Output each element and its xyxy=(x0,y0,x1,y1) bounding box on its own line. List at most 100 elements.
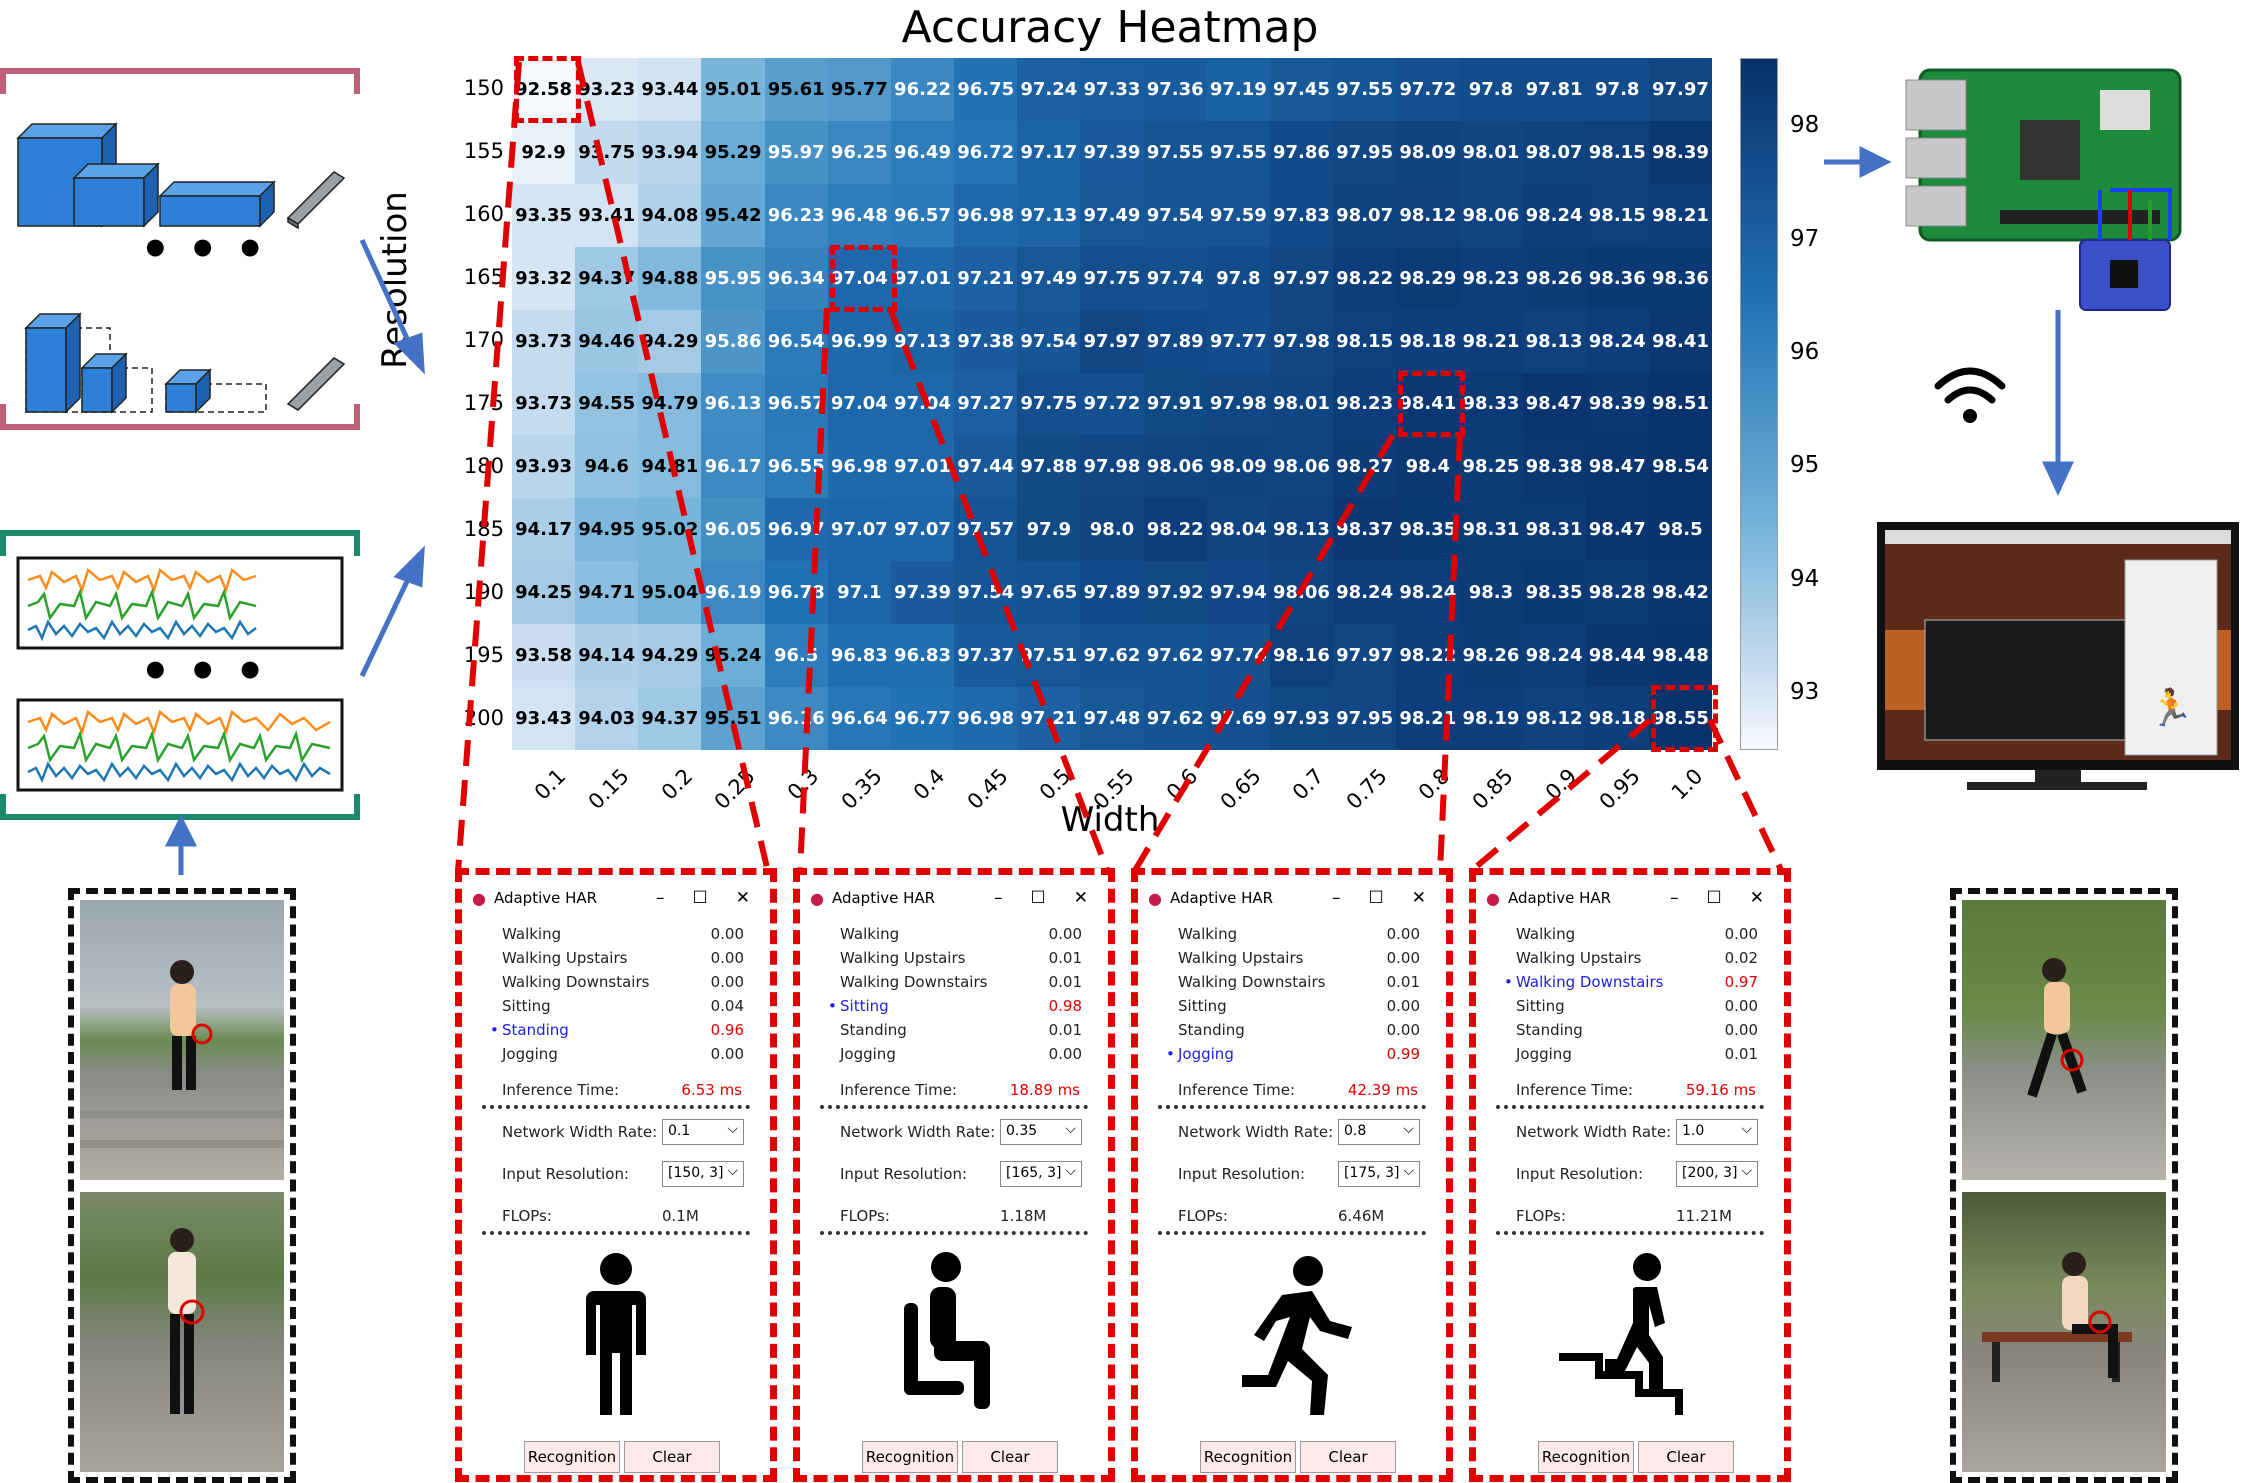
activity-label: Standing xyxy=(840,1021,907,1039)
heatmap-cell: 94.71 xyxy=(575,561,639,625)
input-resolution-select[interactable]: [200, 3] xyxy=(1676,1161,1758,1187)
photo-standing xyxy=(80,1192,284,1472)
heatmap-cell: 96.5 xyxy=(764,624,828,688)
standing-person-icon xyxy=(462,1249,770,1429)
width-rate-select[interactable]: 0.8 xyxy=(1338,1119,1420,1145)
activity-row: Jogging 0.00 xyxy=(502,1045,744,1067)
heatmap-cell: 97.74 xyxy=(1143,246,1207,310)
colorbar-tick: 93 xyxy=(1790,679,1820,706)
maximize-icon[interactable]: ☐ xyxy=(1706,888,1722,908)
flops-value: 0.1M xyxy=(662,1207,699,1225)
minimize-icon[interactable]: – xyxy=(1332,888,1341,908)
heatmap-cell: 98.41 xyxy=(1396,372,1460,436)
photo-walking-downstairs xyxy=(80,900,284,1180)
heatmap-cell: 97.75 xyxy=(1080,246,1144,310)
recognition-button[interactable]: Recognition xyxy=(862,1441,958,1473)
activity-row: Walking 0.00 xyxy=(502,925,744,947)
highlight-box xyxy=(1650,685,1718,752)
minimize-icon[interactable]: – xyxy=(994,888,1003,908)
heatmap-cell: 98.36 xyxy=(1585,246,1649,310)
heatmap-cell: 98.04 xyxy=(1206,498,1270,562)
flops-value: 6.46M xyxy=(1338,1207,1385,1225)
activity-probability: 0.99 xyxy=(1386,1045,1420,1063)
maximize-icon[interactable]: ☐ xyxy=(1368,888,1384,908)
raspberry-logo-icon: ● xyxy=(472,888,486,908)
input-resolution-select[interactable]: [165, 3] xyxy=(1000,1161,1082,1187)
heatmap-cell: 96.98 xyxy=(827,435,891,499)
heatmap-cell: 97.39 xyxy=(890,561,955,625)
activity-probability: 0.00 xyxy=(1386,997,1420,1015)
heatmap-cell: 94.37 xyxy=(638,687,702,750)
clear-button[interactable]: Clear xyxy=(1300,1441,1396,1473)
width-rate-select[interactable]: 0.1 xyxy=(662,1119,744,1145)
heatmap-ytick: 165 xyxy=(463,265,504,290)
divider xyxy=(1496,1231,1764,1235)
heatmap-cell: 98.19 xyxy=(1459,687,1523,750)
inference-time-label: Inference Time: xyxy=(502,1081,620,1099)
heatmap-cell: 97.93 xyxy=(1269,687,1334,750)
inference-time-label: Inference Time: xyxy=(840,1081,958,1099)
heatmap-cell: 98.22 xyxy=(1396,624,1460,688)
close-icon[interactable]: ✕ xyxy=(735,888,750,908)
heatmap-cell: 98.41 xyxy=(1648,309,1712,373)
cnn-model-icon: • • • xyxy=(16,122,346,414)
activity-label: Walking xyxy=(1178,925,1238,943)
heatmap-cell: 97.54 xyxy=(1017,309,1081,373)
heatmap-cell: 96.05 xyxy=(701,498,765,562)
heatmap-cell: 97.21 xyxy=(954,246,1018,310)
heatmap-cell: 97.04 xyxy=(890,372,955,436)
heatmap-cell: 98.07 xyxy=(1333,183,1397,247)
input-resolution-select[interactable]: [175, 3] xyxy=(1338,1161,1420,1187)
recognition-button[interactable]: Recognition xyxy=(524,1441,620,1473)
activity-label: Walking Downstairs xyxy=(840,973,988,991)
width-rate-select[interactable]: 0.35 xyxy=(1000,1119,1082,1145)
input-resolution-select[interactable]: [150, 3] xyxy=(662,1161,744,1187)
heatmap-ytick: 175 xyxy=(463,391,504,415)
heatmap-cell: 96.34 xyxy=(764,246,828,310)
heatmap-cell: 96.83 xyxy=(827,624,891,688)
heatmap-cell: 93.41 xyxy=(575,183,639,247)
maximize-icon[interactable]: ☐ xyxy=(1030,888,1046,908)
heatmap-cell: 98.31 xyxy=(1459,498,1523,562)
heatmap-cell: 97.62 xyxy=(1143,687,1207,750)
heatmap-cell: 97.1 xyxy=(827,561,891,625)
heatmap-cell: 96.64 xyxy=(827,687,891,750)
heatmap-cell: 97.04 xyxy=(827,246,891,310)
activity-label: Walking xyxy=(1516,925,1576,943)
width-rate-select[interactable]: 1.0 xyxy=(1676,1119,1758,1145)
minimize-icon[interactable]: – xyxy=(1670,888,1679,908)
heatmap-cell: 97.89 xyxy=(1143,309,1207,373)
heatmap-cell: 95.95 xyxy=(701,246,765,310)
maximize-icon[interactable]: ☐ xyxy=(692,888,708,908)
heatmap-cell: 96.48 xyxy=(827,183,891,247)
heatmap-cell: 96.57 xyxy=(890,183,955,247)
heatmap-cell: 97.62 xyxy=(1080,624,1144,688)
close-icon[interactable]: ✕ xyxy=(1411,888,1426,908)
heatmap-cell: 97.9 xyxy=(1017,498,1081,562)
activity-label: Walking Downstairs xyxy=(1178,973,1326,991)
heatmap-cell: 97.39 xyxy=(1080,120,1144,184)
minimize-icon[interactable]: – xyxy=(656,888,665,908)
activity-row: Walking 0.00 xyxy=(1516,925,1758,947)
heatmap-cell: 98.12 xyxy=(1396,183,1460,247)
clear-button[interactable]: Clear xyxy=(624,1441,720,1473)
heatmap-cell: 98.09 xyxy=(1396,120,1460,184)
heatmap-cell: 95.86 xyxy=(701,309,765,373)
close-icon[interactable]: ✕ xyxy=(1749,888,1764,908)
clear-button[interactable]: Clear xyxy=(1638,1441,1734,1473)
photo-strip-left xyxy=(68,888,296,1483)
heatmap-cell: 97.49 xyxy=(1080,183,1144,247)
highlight-box xyxy=(1398,370,1466,438)
heatmap-cell: 94.46 xyxy=(575,309,639,373)
recognition-button[interactable]: Recognition xyxy=(1538,1441,1634,1473)
close-icon[interactable]: ✕ xyxy=(1073,888,1088,908)
recognition-button[interactable]: Recognition xyxy=(1200,1441,1296,1473)
heatmap-cell: 97.59 xyxy=(1206,183,1270,247)
heatmap-cell: 98.42 xyxy=(1648,561,1712,625)
activity-label: Walking xyxy=(502,925,562,943)
heatmap-cell: 98.47 xyxy=(1585,435,1649,499)
heatmap-cell: 93.35 xyxy=(512,183,576,247)
heatmap-cell: 94.14 xyxy=(575,624,639,688)
clear-button[interactable]: Clear xyxy=(962,1441,1058,1473)
heatmap-cell: 96.75 xyxy=(954,58,1018,121)
